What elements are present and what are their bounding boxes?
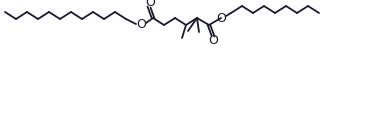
Text: O: O — [208, 35, 218, 47]
Text: O: O — [216, 11, 226, 25]
Text: O: O — [145, 0, 155, 9]
Text: O: O — [136, 19, 146, 31]
